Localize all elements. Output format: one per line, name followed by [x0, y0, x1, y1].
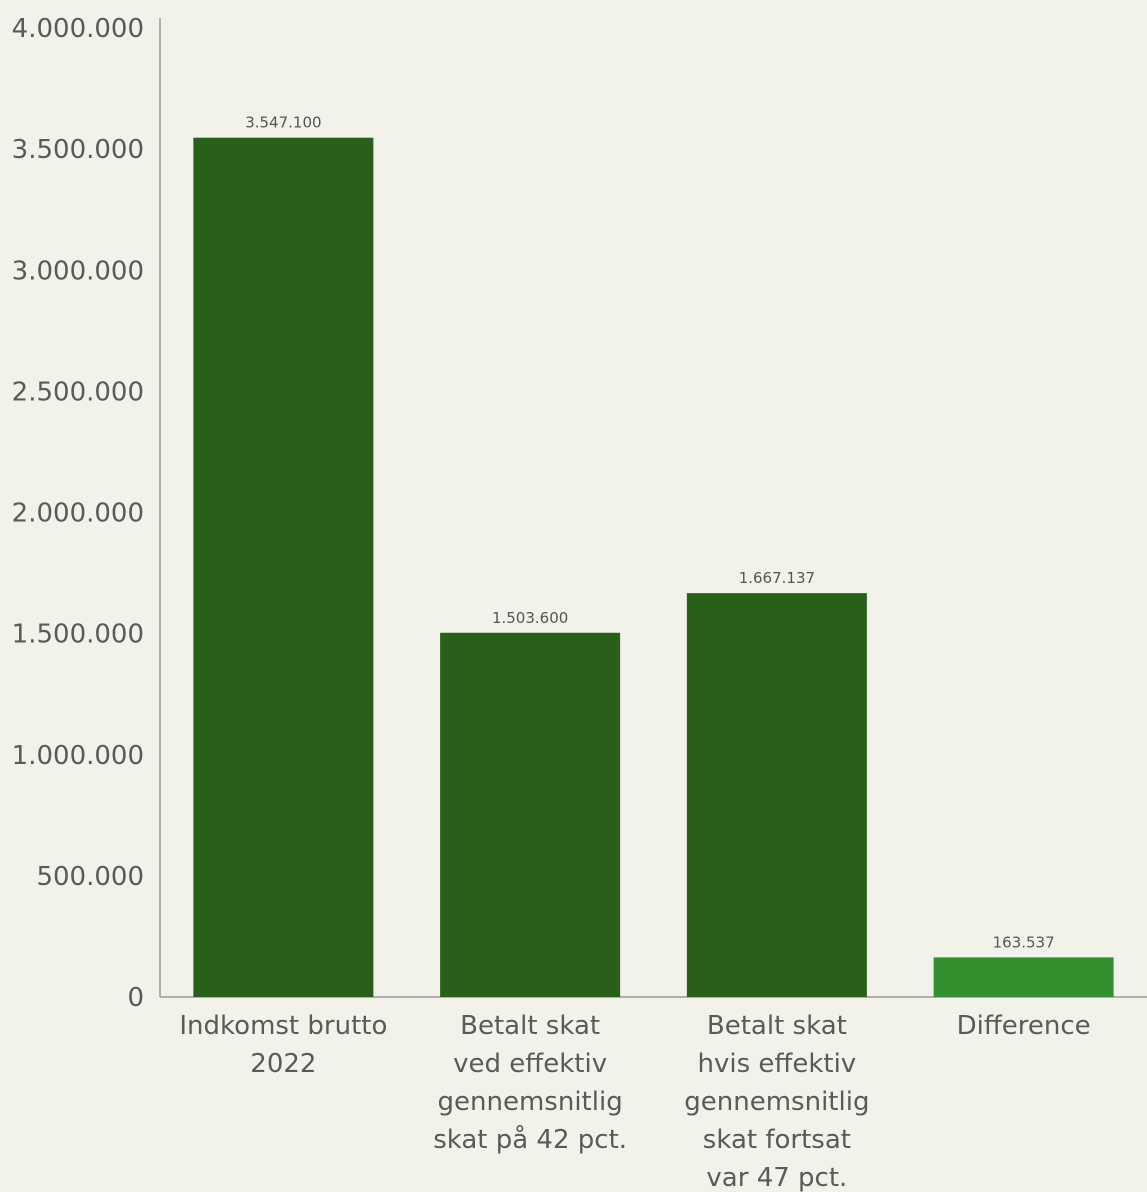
- data-label: 1.503.600: [492, 609, 568, 627]
- y-tick-label: 1.000.000: [12, 741, 144, 771]
- y-tick-label: 4.000.000: [12, 14, 144, 44]
- y-tick-label: 3.500.000: [12, 135, 144, 165]
- bar: [933, 957, 1114, 997]
- data-label: 3.547.100: [245, 114, 321, 132]
- y-tick-label: 1.500.000: [12, 620, 144, 650]
- bar: [686, 593, 867, 997]
- x-tick-label: Indkomst brutto 2022: [179, 1011, 387, 1079]
- bars-layer: [193, 137, 1114, 997]
- x-tick-label: Betalt skat ved effektiv gennemsnitlig skat…: [433, 1011, 627, 1155]
- y-tick-label: 2.000.000: [12, 499, 144, 529]
- x-tick-label: Betalt skat hvis effektiv gennemsnitlig ska…: [684, 1011, 869, 1192]
- y-tick-label: 3.000.000: [12, 256, 144, 286]
- bar: [193, 137, 374, 997]
- data-label: 1.667.137: [739, 569, 815, 587]
- x-tick-label: Difference: [957, 1011, 1091, 1041]
- bar: [440, 632, 621, 997]
- y-tick-label: 0: [127, 983, 144, 1013]
- labels-layer: 3.547.100 Indkomst brutto 2022 1.503.600 Bet…: [179, 114, 1090, 1192]
- data-label: 163.537: [993, 933, 1055, 951]
- y-tick-label: 500.000: [36, 862, 144, 892]
- y-tick-label: 2.500.000: [12, 377, 144, 407]
- axes-layer: 0 500.000 1.000.000 1.500.000 2.000.000 2.500…: [12, 14, 1147, 1013]
